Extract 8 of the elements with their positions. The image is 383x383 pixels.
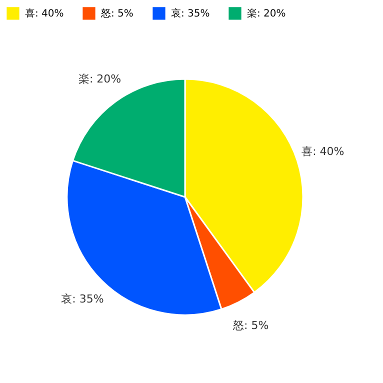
slice-label: 哀: 35% [61,292,104,306]
slice-label: 喜: 40% [302,145,344,158]
legend-label: 哀: 35% [171,7,210,20]
legend-label: 楽: 20% [247,7,286,20]
slice-label: 怒: 5% [232,319,269,332]
legend-label: 怒: 5% [100,7,134,20]
slice-label: 楽: 20% [78,72,122,86]
legend-label: 喜: 40% [25,7,64,20]
